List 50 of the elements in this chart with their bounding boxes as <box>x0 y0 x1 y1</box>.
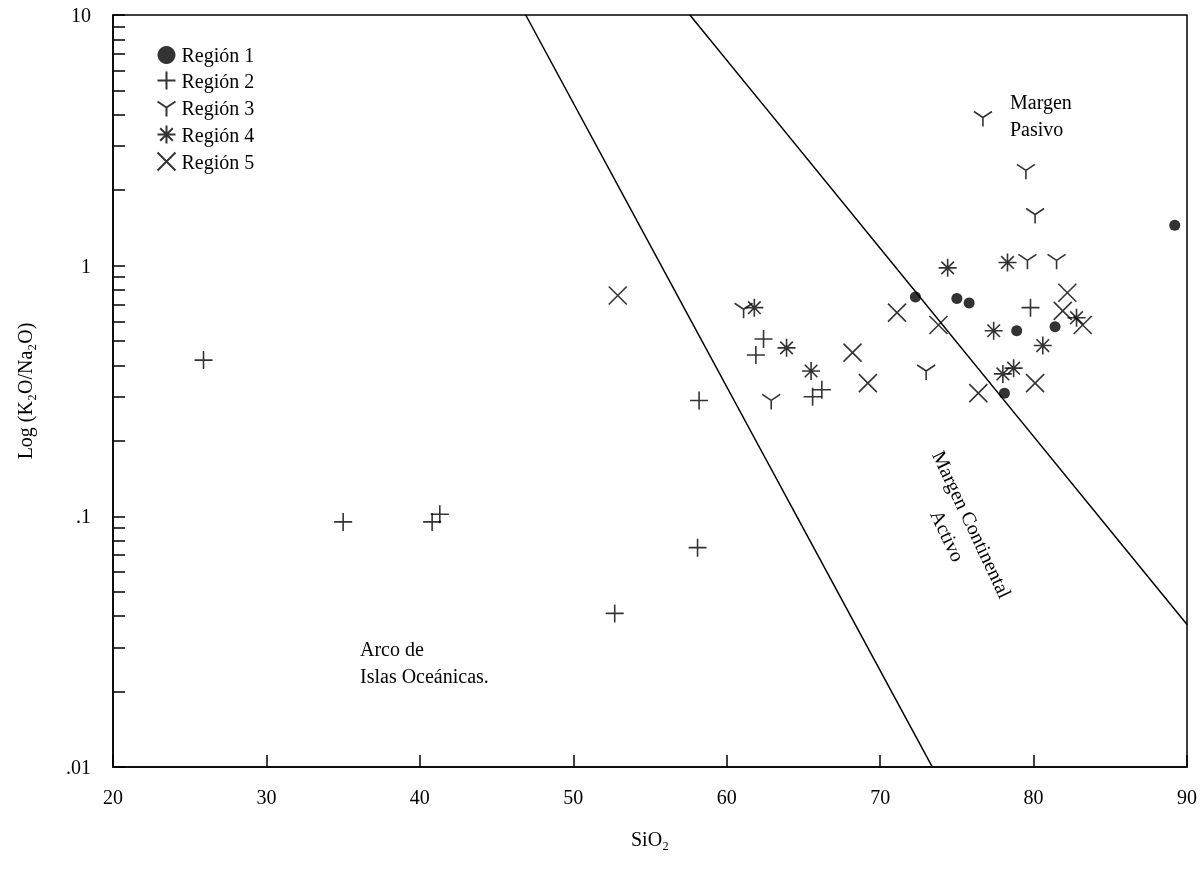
point <box>607 285 628 306</box>
x-tick-label: 30 <box>256 786 277 808</box>
y-tick-label: .01 <box>66 756 91 778</box>
annotation: Margen Pasivo <box>1010 90 1072 140</box>
point <box>1049 321 1061 333</box>
point <box>968 383 989 403</box>
point <box>842 342 863 363</box>
point <box>801 361 821 381</box>
y-axis-title: Log (K₂O/Na₂O) <box>14 322 37 460</box>
x-tick-label: 40 <box>409 786 430 808</box>
legend-label: Región 3 <box>181 96 255 120</box>
x-tick-label: 60 <box>716 786 737 808</box>
x-tick-label: 70 <box>870 786 891 808</box>
x-tick-label: 80 <box>1023 786 1044 808</box>
point <box>1057 282 1078 303</box>
point <box>1072 315 1093 335</box>
point <box>993 364 1013 384</box>
y-tick-label: .1 <box>76 505 91 528</box>
legend-label: Región 2 <box>181 69 255 93</box>
point <box>1003 358 1024 378</box>
point <box>937 258 958 278</box>
y-tick-label: 10 <box>71 4 91 26</box>
point <box>1052 301 1073 321</box>
y-tick-label: 1 <box>81 254 91 277</box>
point <box>983 320 1004 341</box>
point <box>1011 325 1023 337</box>
x-tick-label: 90 <box>1177 786 1197 808</box>
point <box>776 338 797 358</box>
point <box>997 252 1018 273</box>
point <box>1169 219 1181 231</box>
point <box>1020 297 1041 318</box>
legend-label: Región 1 <box>181 44 255 67</box>
point <box>1066 307 1087 328</box>
point <box>1025 373 1045 393</box>
x-tick-label: 20 <box>103 786 123 808</box>
point <box>1032 335 1053 356</box>
point <box>928 315 949 335</box>
point <box>858 373 878 393</box>
point <box>963 297 975 309</box>
annotation: Arco de Islas Oceánicas. <box>360 637 489 687</box>
point <box>951 292 963 304</box>
point <box>687 537 708 558</box>
legend-label: Región 5 <box>181 150 255 174</box>
point <box>998 387 1010 399</box>
x-axis-title: SiO₂ <box>630 828 670 850</box>
legend-label: Región 4 <box>181 123 255 147</box>
x-tick-label: 50 <box>563 786 584 808</box>
point <box>887 302 907 323</box>
point <box>604 603 625 624</box>
point <box>744 297 765 318</box>
